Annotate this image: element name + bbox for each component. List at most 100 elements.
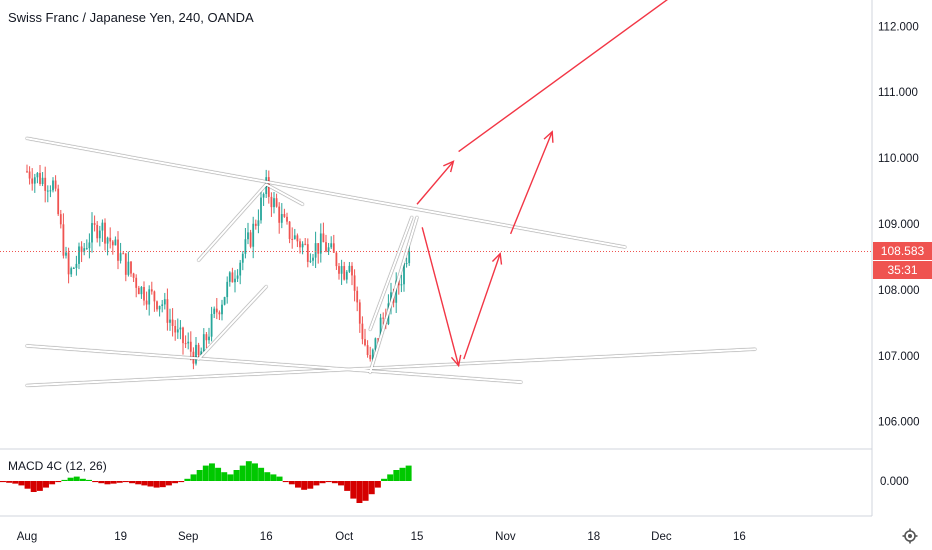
x-tick-label: Aug bbox=[17, 531, 37, 543]
candle-up bbox=[280, 214, 283, 223]
candle-down bbox=[130, 261, 132, 274]
candle-up bbox=[75, 263, 78, 268]
x-tick-label: 16 bbox=[733, 531, 746, 543]
projection-arrow-head bbox=[450, 354, 462, 368]
candle-up bbox=[301, 243, 304, 248]
projection-arrow-shaft bbox=[421, 227, 460, 366]
macd-bar-positive bbox=[202, 465, 209, 481]
candle-down bbox=[104, 222, 106, 244]
macd-bar-negative bbox=[129, 481, 136, 484]
macd-bar-positive bbox=[227, 474, 234, 481]
candle-up bbox=[41, 177, 44, 184]
candle-up bbox=[52, 180, 54, 191]
candle-up bbox=[395, 280, 398, 303]
candle-down bbox=[369, 355, 372, 360]
candle-up bbox=[260, 197, 262, 221]
macd-bar-negative bbox=[288, 481, 295, 485]
macd-bar-negative bbox=[338, 481, 344, 486]
macd-bar-positive bbox=[405, 465, 412, 481]
candle-down bbox=[291, 238, 294, 240]
candle-down bbox=[275, 198, 278, 207]
candle-down bbox=[249, 232, 252, 247]
macd-bar-negative bbox=[122, 481, 129, 483]
candle-up bbox=[252, 223, 255, 247]
macd-bar-negative bbox=[0, 481, 6, 483]
macd-bar-negative bbox=[135, 481, 142, 485]
macd-histogram bbox=[0, 461, 412, 503]
candle-down bbox=[150, 289, 153, 292]
candle-down bbox=[44, 177, 47, 191]
x-tick-label: 15 bbox=[411, 531, 424, 543]
candle-down bbox=[343, 266, 346, 280]
candle-down bbox=[322, 233, 325, 243]
candle-down bbox=[31, 178, 34, 184]
candle-up bbox=[163, 299, 166, 305]
projection-arrow-head bbox=[543, 130, 554, 143]
candle-up bbox=[239, 262, 242, 276]
candle-up bbox=[247, 232, 249, 240]
candle-up bbox=[176, 329, 179, 333]
candle-down bbox=[54, 180, 57, 189]
candle-down bbox=[145, 300, 148, 305]
symbol-title: Swiss Franc / Japanese Yen, 240, OANDA bbox=[8, 10, 254, 25]
candle-up bbox=[273, 198, 275, 208]
candle-up bbox=[244, 239, 247, 254]
macd-bar-negative bbox=[344, 481, 351, 491]
macd-bar-positive bbox=[61, 479, 68, 481]
macd-bar-positive bbox=[221, 472, 228, 481]
macd-bar-positive bbox=[276, 476, 283, 481]
candle-up bbox=[78, 246, 80, 264]
candle-down bbox=[288, 221, 291, 239]
candle-up bbox=[221, 304, 223, 315]
last-price-badge: 108.583 bbox=[873, 242, 932, 261]
candle-up bbox=[158, 305, 161, 310]
candle-up bbox=[114, 239, 117, 246]
macd-bar-negative bbox=[30, 481, 37, 492]
macd-bar-negative bbox=[153, 481, 160, 488]
macd-bar-positive bbox=[264, 472, 271, 481]
projection-arrow-head bbox=[443, 160, 455, 173]
candle-down bbox=[205, 334, 208, 341]
y-tick-label: 106.000 bbox=[878, 417, 920, 429]
macd-bar-positive bbox=[258, 467, 265, 481]
macd-bar-positive bbox=[245, 461, 252, 481]
candle-down bbox=[306, 244, 309, 262]
y-tick-label: 110.000 bbox=[878, 153, 919, 165]
macd-bar-positive bbox=[184, 478, 191, 481]
candle-down bbox=[215, 308, 218, 313]
y-tick-label: 112.000 bbox=[878, 21, 919, 33]
candle-up bbox=[293, 235, 296, 240]
candle-down bbox=[353, 275, 356, 291]
candles bbox=[26, 164, 411, 370]
x-tick-label: Oct bbox=[335, 531, 354, 543]
candle-up bbox=[161, 304, 164, 306]
macd-bar-negative bbox=[18, 481, 25, 486]
candle-up bbox=[49, 190, 52, 192]
y-tick-label: 111.000 bbox=[878, 87, 918, 99]
x-tick-label: Sep bbox=[178, 531, 198, 543]
candle-up bbox=[98, 230, 101, 239]
candle-down bbox=[62, 224, 65, 256]
macd-bar-negative bbox=[319, 481, 326, 484]
trendline bbox=[369, 216, 419, 374]
macd-bar-negative bbox=[36, 481, 43, 491]
macd-bar-negative bbox=[43, 481, 49, 488]
macd-bar-negative bbox=[92, 481, 99, 483]
candle-up bbox=[36, 172, 39, 178]
candle-down bbox=[153, 291, 156, 302]
candle-down bbox=[270, 196, 273, 208]
candle-down bbox=[364, 339, 366, 346]
macd-bar-negative bbox=[98, 481, 105, 484]
macd-bar-negative bbox=[295, 481, 301, 488]
projection-arrow-shaft bbox=[458, 0, 668, 153]
candle-up bbox=[70, 268, 73, 275]
trendline bbox=[197, 285, 268, 361]
candle-down bbox=[197, 344, 200, 355]
gear-icon[interactable] bbox=[902, 528, 918, 544]
projection-arrows bbox=[416, 0, 668, 368]
candle-down bbox=[361, 323, 364, 340]
candle-up bbox=[345, 271, 348, 280]
candle-up bbox=[46, 190, 49, 192]
candle-down bbox=[156, 301, 158, 310]
